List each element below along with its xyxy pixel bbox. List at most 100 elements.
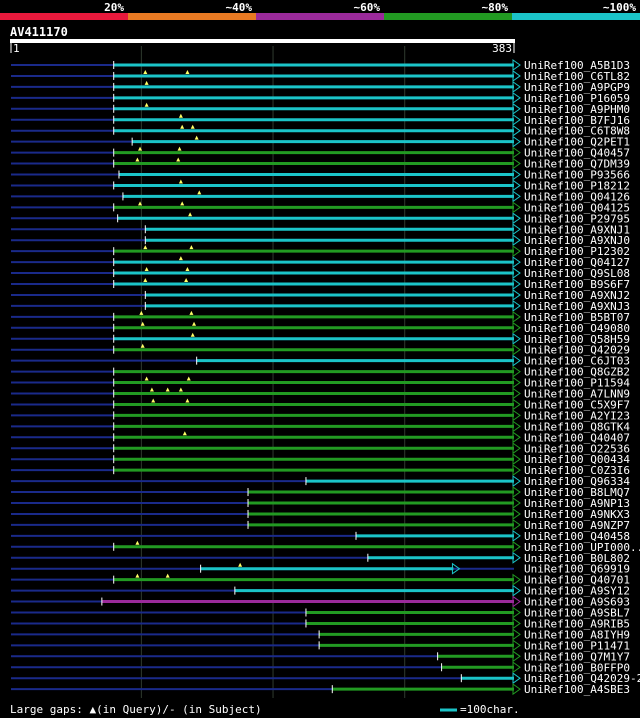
scale-segment <box>512 13 640 20</box>
hit-label: UniRef100_Q9SL08 <box>524 267 630 280</box>
hit-label: UniRef100_B8LMQ7 <box>524 486 630 499</box>
query-gap-marker <box>178 113 183 118</box>
hit-row: UniRef100_A9SY12 <box>11 585 630 598</box>
hit-row: UniRef100_O22536 <box>11 442 630 455</box>
hit-row: UniRef100_A9NKX3 <box>11 508 630 521</box>
hit-row: UniRef100_Q2PET1 <box>11 135 630 149</box>
hit-end-arrow <box>512 212 521 225</box>
hit-row: UniRef100_P11471 <box>11 639 630 652</box>
query-gap-marker <box>176 157 181 162</box>
hit-label: UniRef100_C6JT03 <box>524 355 630 368</box>
hit-label: UniRef100_P18212 <box>524 179 630 192</box>
hit-row: UniRef100_Q58H59 <box>11 332 630 346</box>
hit-label: UniRef100_O22536 <box>524 442 630 455</box>
hit-row: UniRef100_A9SBL7 <box>11 607 630 620</box>
hit-label: UniRef100_B0L802 <box>524 552 630 565</box>
scale-label: ~60% <box>354 1 381 14</box>
hit-row: UniRef100_Q40701 <box>11 573 630 587</box>
hit-end-arrow <box>512 69 521 82</box>
hit-row: UniRef100_B9S6F7 <box>11 278 630 291</box>
hit-row: UniRef100_Q04126 <box>11 190 630 203</box>
hit-label: UniRef100_Q8GZB2 <box>524 366 630 379</box>
hit-label: UniRef100_A9RIB5 <box>524 617 630 630</box>
query-gap-marker <box>139 310 144 315</box>
hit-end-arrow <box>512 168 521 181</box>
hit-row: UniRef100_P29795 <box>11 212 630 225</box>
query-ruler: 1 383 <box>10 39 515 55</box>
hit-end-arrow <box>512 584 521 597</box>
hit-label: UniRef100_Q7M1Y7 <box>524 650 630 663</box>
hit-row: UniRef100_C6TL82 <box>11 69 630 83</box>
hit-row: UniRef100_Q8GZB2 <box>11 366 630 379</box>
query-gap-marker <box>135 573 140 578</box>
scale-label: ~80% <box>482 1 509 14</box>
footer-legend: Large gaps: ▲(in Query)/- (in Subject) =1… <box>10 703 520 716</box>
query-gap-marker <box>138 201 143 206</box>
hit-end-arrow <box>512 332 521 345</box>
query-gap-marker <box>165 387 170 392</box>
scale-segment <box>256 13 384 20</box>
hit-row: UniRef100_A9S693 <box>11 596 630 609</box>
hit-end-arrow <box>512 102 521 115</box>
query-gap-marker <box>177 146 182 151</box>
hit-row: UniRef100_P93566 <box>11 169 630 182</box>
hit-label: UniRef100_Q58H59 <box>524 333 630 346</box>
hit-end-arrow <box>512 234 521 247</box>
hit-end-arrow <box>512 453 521 466</box>
hit-end-arrow <box>512 409 521 422</box>
hit-label: UniRef100_A9SY12 <box>524 585 630 598</box>
hit-list: UniRef100_A5B1D3UniRef100_C6TL82UniRef10… <box>11 59 640 696</box>
hit-row: UniRef100_O49080 <box>11 321 630 335</box>
query-gap-marker <box>184 278 189 282</box>
hit-row: UniRef100_B7FJ16 <box>11 113 630 127</box>
hit-end-arrow <box>451 562 461 575</box>
query-gap-marker <box>144 376 149 381</box>
query-gap-marker <box>151 398 156 403</box>
hit-label: UniRef100_A9S693 <box>524 596 630 609</box>
query-gap-marker <box>135 157 140 162</box>
hit-label: UniRef100_B7FJ16 <box>524 114 630 127</box>
hit-end-arrow <box>512 354 521 367</box>
hit-end-arrow <box>512 376 521 389</box>
query-gap-marker <box>178 179 183 184</box>
hit-end-arrow <box>512 288 521 301</box>
hit-label: UniRef100_Q42029 <box>524 344 630 357</box>
hit-label: UniRef100_Q40701 <box>524 574 630 587</box>
hit-end-arrow <box>512 80 521 93</box>
hit-row: UniRef100_A9PGP9 <box>11 80 630 94</box>
query-gap-marker <box>189 245 194 250</box>
query-gap-marker <box>238 562 243 567</box>
hit-row: UniRef100_Q42029 <box>11 343 630 357</box>
hit-end-arrow <box>512 365 521 378</box>
hit-end-arrow <box>512 223 521 236</box>
hit-label: UniRef100_A9NKX3 <box>524 508 630 521</box>
scale-segment <box>128 13 256 20</box>
query-gap-marker <box>185 69 190 74</box>
hit-row: UniRef100_C5X9F7 <box>11 398 630 411</box>
hit-row: UniRef100_A5B1D3 <box>11 59 630 72</box>
hit-end-arrow <box>512 628 521 641</box>
query-gap-marker <box>180 201 185 206</box>
hit-row: UniRef100_Q40458 <box>11 530 630 543</box>
scale-segment <box>0 13 128 20</box>
hit-end-arrow <box>512 343 521 356</box>
hit-end-arrow <box>512 595 521 608</box>
hit-row: UniRef100_B8LMQ7 <box>11 486 630 499</box>
scale-label: 20% <box>104 1 124 14</box>
scale-segment <box>384 13 512 20</box>
hit-label: UniRef100_A4SBE3 <box>524 683 630 696</box>
hit-row: UniRef100_Q7M1Y7 <box>11 650 630 663</box>
hit-row: UniRef100_A9NP13 <box>11 497 630 510</box>
hit-label: UniRef100_A9SBL7 <box>524 607 630 620</box>
hit-label: UniRef100_Q96334 <box>524 475 630 488</box>
hit-label: UniRef100_P12302 <box>524 245 630 258</box>
hit-end-arrow <box>512 146 521 159</box>
hit-label: UniRef100_A9NP13 <box>524 497 630 510</box>
hit-end-arrow <box>512 299 521 312</box>
hit-label: UniRef100_A9NZP7 <box>524 519 630 532</box>
hit-label: UniRef100_P93566 <box>524 169 630 182</box>
hit-end-arrow <box>512 179 521 192</box>
query-gap-marker <box>185 398 190 403</box>
hit-label: UniRef100_Q00434 <box>524 453 630 466</box>
hit-end-arrow <box>512 113 521 126</box>
